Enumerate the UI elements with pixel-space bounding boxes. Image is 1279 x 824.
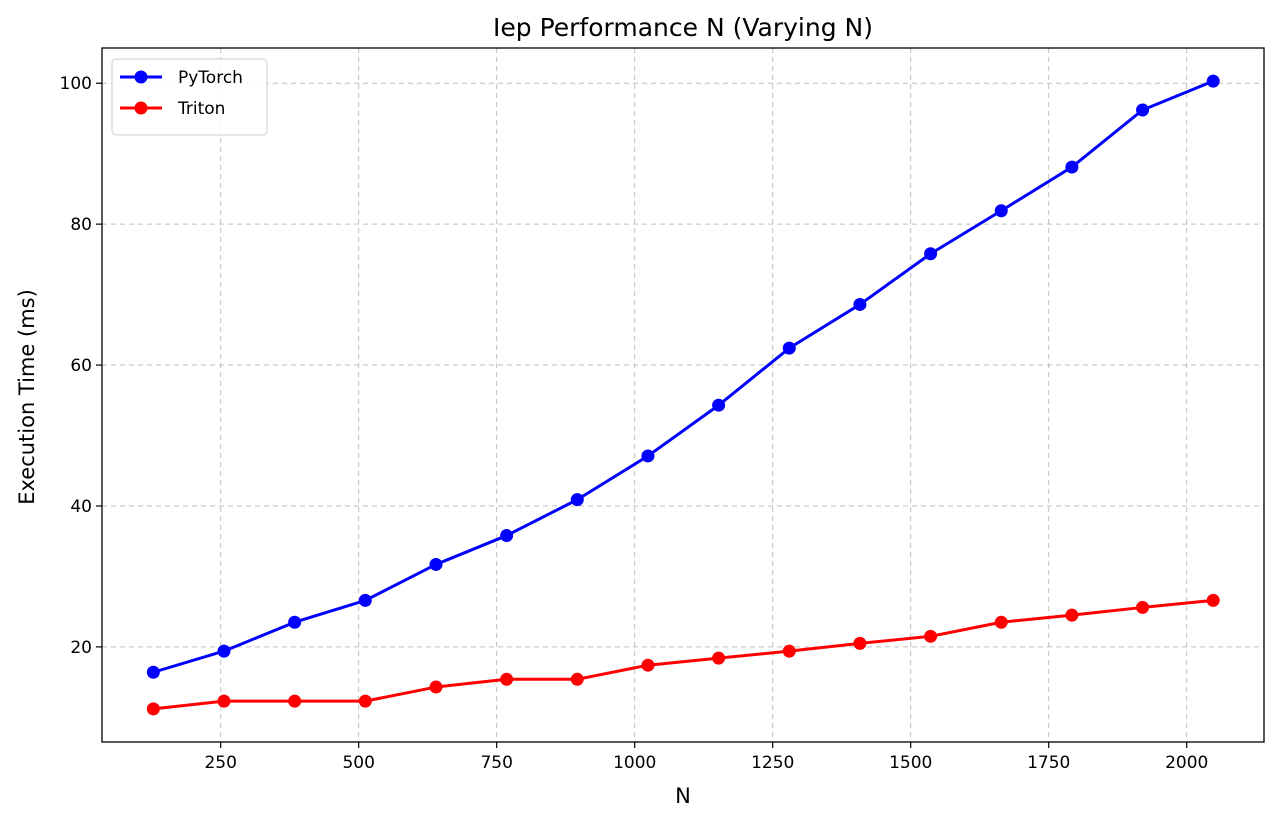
x-tick-label: 250 xyxy=(204,753,236,773)
x-tick-label: 2000 xyxy=(1165,753,1208,773)
triton-point xyxy=(994,615,1008,629)
triton-series xyxy=(146,593,1220,716)
pytorch-point xyxy=(500,529,514,543)
y-tick-label: 20 xyxy=(70,638,92,658)
pytorch-series xyxy=(146,74,1220,679)
pytorch-point xyxy=(570,493,584,507)
legend-marker-pytorch xyxy=(134,70,148,84)
triton-point xyxy=(288,694,302,708)
triton-point xyxy=(641,658,655,672)
x-tick-label: 750 xyxy=(480,753,512,773)
triton-point xyxy=(712,651,726,665)
plot-area-frame xyxy=(101,47,1265,743)
x-tick-label: 500 xyxy=(342,753,374,773)
triton-point xyxy=(570,672,584,686)
x-tick-label: 1500 xyxy=(889,753,932,773)
pytorch-point xyxy=(217,644,231,658)
pytorch-point xyxy=(994,204,1008,218)
pytorch-line xyxy=(152,79,1214,674)
pytorch-point xyxy=(924,247,938,261)
pytorch-point xyxy=(288,615,302,629)
triton-point xyxy=(146,702,160,716)
y-tick-label: 100 xyxy=(60,74,92,94)
legend-label-pytorch: PyTorch xyxy=(178,68,243,88)
pytorch-point xyxy=(1136,103,1150,117)
pytorch-point xyxy=(712,398,726,412)
pytorch-point xyxy=(358,593,372,607)
triton-point xyxy=(853,636,867,650)
triton-point xyxy=(1136,600,1150,614)
x-axis-label: N xyxy=(675,784,691,808)
triton-point xyxy=(500,672,514,686)
y-tick-label: 40 xyxy=(70,497,92,517)
triton-point xyxy=(782,644,796,658)
chart-title: Iep Performance N (Varying N) xyxy=(493,13,873,42)
y-tick-label: 80 xyxy=(70,215,92,235)
pytorch-point xyxy=(641,449,655,463)
triton-point xyxy=(1206,593,1220,607)
triton-point xyxy=(429,680,443,694)
pytorch-point xyxy=(782,341,796,355)
triton-point xyxy=(217,694,231,708)
x-tick-label: 1750 xyxy=(1027,753,1070,773)
axis-ticks: 250 500 750 1000 1250 1500 1750 2000 20 40 60 80 100 xyxy=(60,74,1209,773)
triton-point xyxy=(924,629,938,643)
y-tick-label: 60 xyxy=(70,356,92,376)
pytorch-point xyxy=(1065,160,1079,174)
triton-point xyxy=(1065,608,1079,622)
legend-label-triton: Triton xyxy=(177,99,225,119)
legend: PyTorch Triton xyxy=(111,58,268,136)
x-tick-label: 1250 xyxy=(751,753,794,773)
series-lines xyxy=(146,74,1220,716)
pytorch-point xyxy=(1206,74,1220,88)
x-tick-label: 1000 xyxy=(613,753,656,773)
pytorch-point xyxy=(146,665,160,679)
triton-point xyxy=(358,694,372,708)
legend-marker-triton xyxy=(134,101,148,115)
pytorch-point xyxy=(429,557,443,571)
grid-lines xyxy=(102,48,1264,742)
y-axis-label: Execution Time (ms) xyxy=(15,289,39,505)
triton-line xyxy=(153,598,1214,711)
pytorch-point xyxy=(853,297,867,311)
